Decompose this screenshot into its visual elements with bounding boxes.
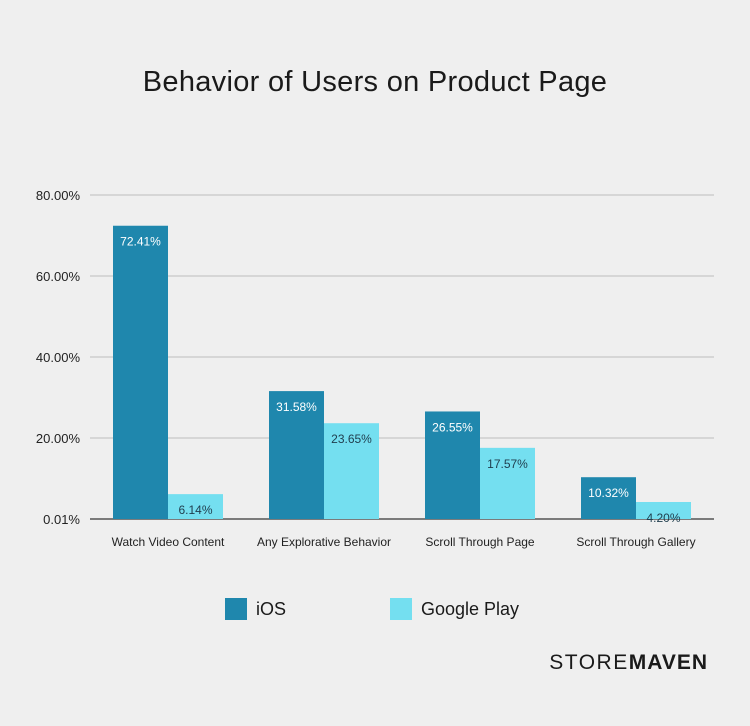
y-tick-label: 0.01% — [43, 512, 80, 527]
storemaven-logo: STOREMAVEN — [549, 651, 708, 675]
bars — [113, 225, 691, 519]
legend-swatch-ios — [225, 598, 247, 620]
data-label: 10.32% — [588, 486, 629, 500]
legend-item-ios: iOS — [225, 598, 286, 620]
bar-ios — [581, 477, 636, 519]
category-label: Any Explorative Behavior — [257, 535, 391, 549]
data-label: 31.58% — [276, 400, 317, 414]
category-label: Watch Video Content — [112, 535, 225, 549]
data-labels: 72.41% 6.14% 31.58% 23.65% 26.55% 17.57% 10.32… — [120, 235, 681, 525]
legend-swatch-google-play — [390, 598, 412, 620]
category-label: Scroll Through Page — [425, 535, 535, 549]
chart-title: Behavior of Users on Product Page — [142, 66, 608, 98]
data-label: 6.14% — [178, 503, 212, 517]
bar-ios — [425, 411, 480, 519]
bar-ios — [269, 391, 324, 519]
data-label: 17.57% — [487, 457, 528, 471]
legend-label-google-play: Google Play — [421, 598, 520, 619]
y-tick-label: 40.00% — [36, 350, 81, 365]
data-label: 23.65% — [331, 432, 372, 446]
brand-text-bold: MAVEN — [628, 651, 708, 674]
legend-label-ios: iOS — [256, 598, 287, 619]
bar-ios — [113, 225, 168, 519]
x-axis-category-labels: Watch Video Content Any Explorative Behav… — [112, 535, 696, 549]
bar-google-play — [480, 447, 535, 519]
bar-google-play — [168, 494, 223, 519]
legend-item-google-play: Google Play — [390, 598, 519, 620]
data-label: 26.55% — [432, 420, 473, 434]
y-tick-label: 20.00% — [36, 431, 81, 446]
bar-google-play — [324, 423, 379, 519]
category-label: Scroll Through Gallery — [576, 535, 695, 549]
y-tick-label: 60.00% — [36, 269, 81, 284]
y-tick-label: 80.00% — [36, 188, 81, 203]
gridlines — [90, 194, 714, 520]
bar-google-play — [636, 501, 691, 519]
legend: iOS Google Play — [0, 598, 750, 628]
y-axis-tick-labels: 0.01% 20.00% 40.00% 60.00% 80.00% — [36, 188, 81, 527]
data-label: 72.41% — [120, 235, 161, 249]
data-label: 4.20% — [646, 511, 680, 525]
brand-text-light: STORE — [549, 651, 629, 674]
